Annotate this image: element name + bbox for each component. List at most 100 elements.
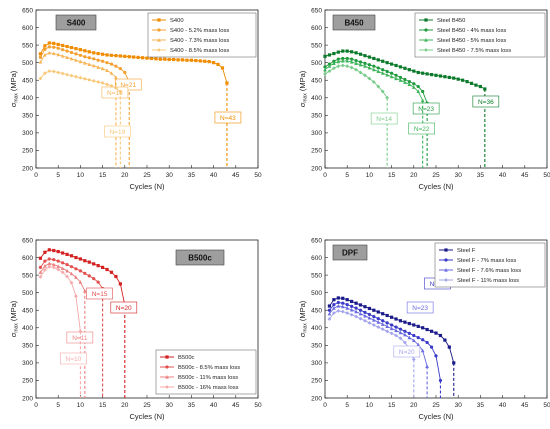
data-point	[336, 59, 341, 64]
series-2: N=21	[38, 45, 142, 168]
x-tick-label: 25	[432, 172, 440, 179]
x-tick-label: 40	[210, 172, 218, 179]
data-point	[443, 338, 447, 342]
x-tick-label: 40	[210, 402, 218, 409]
data-point	[438, 333, 443, 338]
data-point	[136, 55, 140, 59]
legend-marker	[165, 365, 169, 369]
failure-label: N=36	[478, 99, 494, 106]
data-point	[114, 75, 118, 80]
data-point	[56, 264, 60, 268]
data-point	[340, 304, 345, 309]
data-point	[367, 63, 371, 67]
data-point	[385, 72, 389, 77]
legend-marker	[165, 385, 169, 389]
chart-panel-3: 0 5 10 15 20 25 30 35 40 45 50 200 250 300 350 400 450 50…	[9, 237, 262, 421]
legend-marker	[424, 28, 428, 32]
data-point	[358, 308, 363, 312]
data-point	[60, 270, 65, 275]
legend-marker	[157, 28, 161, 32]
legend-label: Steel F - 7.6% mass loss	[457, 268, 521, 274]
data-point	[385, 324, 389, 328]
data-point	[145, 56, 149, 60]
data-point	[194, 58, 198, 63]
legend-label: Steel B450 - 7.5% mass loss	[437, 48, 511, 54]
data-point	[61, 43, 65, 48]
data-point	[372, 64, 376, 68]
x-tick-label: 35	[188, 172, 196, 179]
data-point	[478, 84, 482, 89]
y-tick-label: 350	[22, 113, 33, 120]
data-point	[345, 49, 349, 53]
data-point	[412, 333, 416, 338]
data-point	[390, 71, 394, 75]
data-point	[350, 304, 354, 308]
data-point	[51, 262, 56, 267]
x-tick-label: 15	[99, 402, 107, 409]
x-tick-label: 10	[366, 172, 374, 179]
data-point	[461, 78, 465, 82]
data-point	[158, 57, 162, 61]
x-tick-label: 10	[366, 402, 374, 409]
y-tick-label: 350	[311, 343, 322, 350]
data-point	[327, 62, 332, 66]
legend-label: Steel F	[457, 248, 476, 254]
data-point	[372, 67, 376, 72]
data-point	[372, 56, 376, 61]
data-point	[327, 304, 332, 308]
data-point	[398, 78, 403, 82]
data-point	[452, 76, 456, 80]
data-point	[69, 280, 74, 285]
failure-label: N=23	[412, 305, 428, 312]
chart-panel-2: 0 5 10 15 20 25 30 35 40 45 50 200 250 300 350 400 450 50…	[298, 7, 550, 191]
data-point	[96, 51, 100, 56]
data-point	[331, 311, 336, 315]
data-point	[47, 257, 51, 261]
data-point	[74, 255, 78, 260]
data-point	[421, 326, 425, 330]
data-point	[381, 319, 385, 323]
panel-label-box	[55, 14, 97, 31]
x-tick-label: 45	[232, 402, 240, 409]
data-point	[385, 61, 389, 65]
data-point	[376, 317, 380, 321]
legend-marker	[424, 48, 428, 52]
data-point	[43, 52, 47, 57]
data-point	[87, 274, 91, 278]
data-point	[376, 66, 380, 70]
x-tick-label: 30	[455, 172, 463, 179]
data-point	[109, 62, 114, 66]
data-point	[56, 46, 60, 50]
x-tick-label: 35	[188, 402, 196, 409]
y-tick-label: 500	[311, 290, 322, 297]
data-point	[114, 86, 118, 90]
data-point	[87, 56, 91, 60]
data-point	[340, 58, 345, 63]
y-tick-label: 450	[311, 308, 322, 315]
y-tick-label: 300	[311, 360, 322, 367]
failure-label-box	[408, 122, 435, 135]
x-tick-label: 15	[388, 402, 396, 409]
x-tick-label: 50	[254, 402, 262, 409]
y-tick-label: 300	[22, 360, 33, 367]
failure-label: N=23	[418, 106, 434, 113]
data-point	[332, 59, 336, 63]
data-point	[385, 321, 389, 325]
data-point	[101, 59, 105, 63]
data-point	[367, 76, 372, 81]
data-point	[74, 52, 78, 56]
data-point	[65, 252, 69, 256]
data-point	[434, 73, 438, 77]
data-point	[420, 98, 425, 103]
panel-label: B500c	[188, 254, 212, 263]
data-point	[421, 89, 425, 94]
data-point	[376, 320, 381, 324]
data-point	[425, 72, 429, 76]
data-point	[345, 56, 349, 61]
data-point	[412, 82, 416, 86]
data-point	[38, 52, 43, 56]
data-point	[78, 75, 83, 80]
failure-label: N=10	[66, 356, 82, 363]
x-axis-label: Cycles (N)	[130, 412, 166, 421]
data-point	[105, 53, 109, 57]
